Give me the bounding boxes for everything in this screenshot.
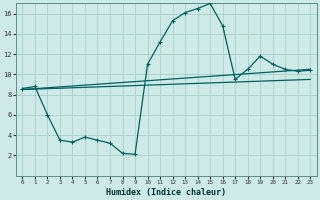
X-axis label: Humidex (Indice chaleur): Humidex (Indice chaleur) [106,188,226,197]
